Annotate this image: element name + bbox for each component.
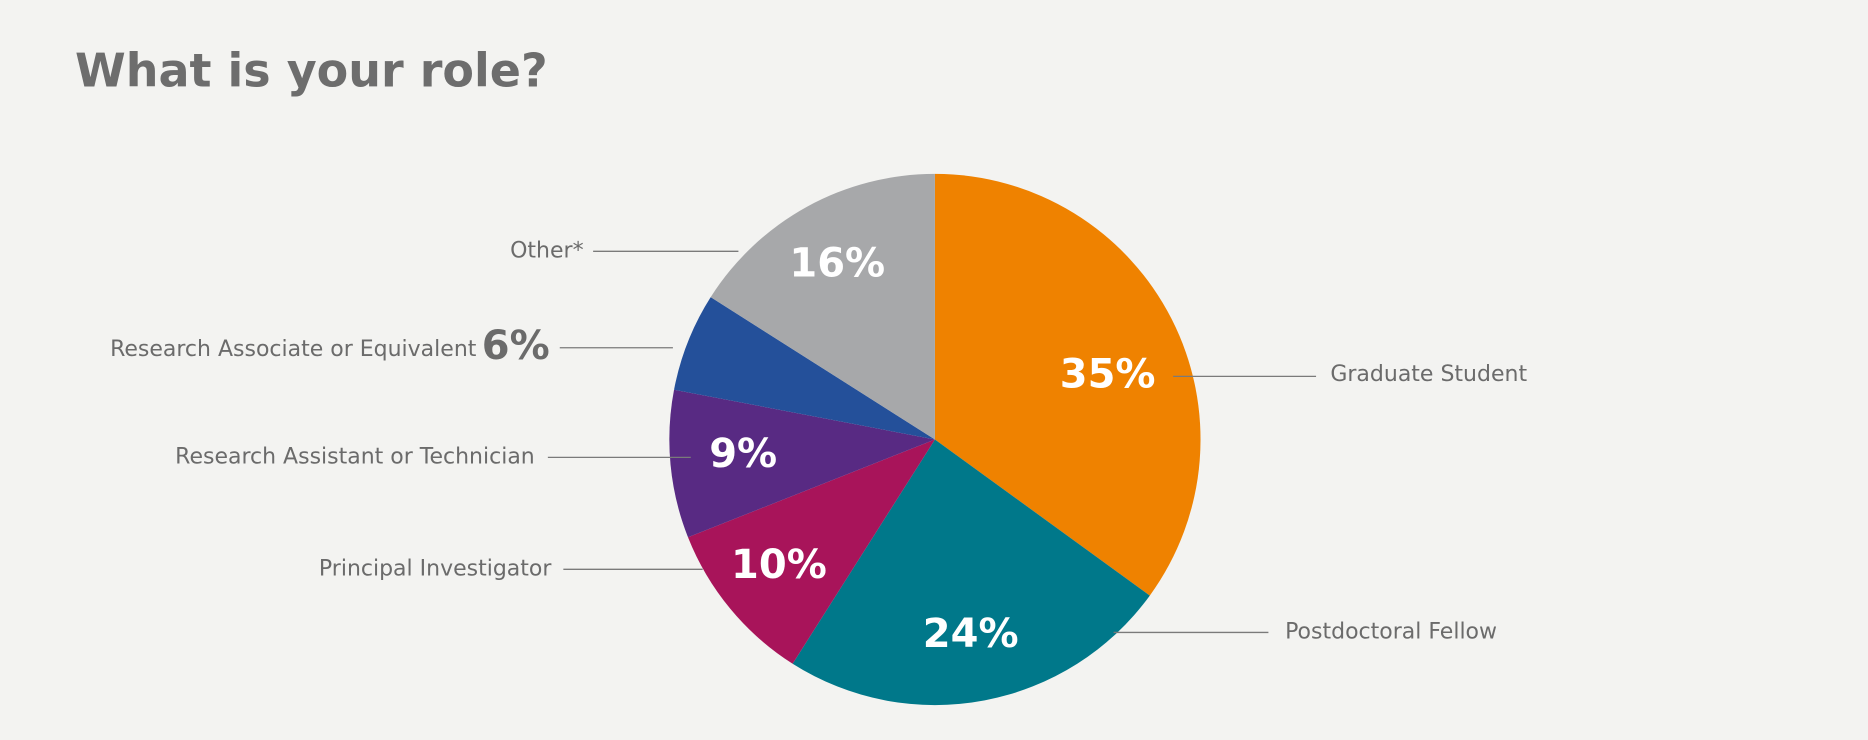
pie-slice bbox=[674, 297, 935, 440]
value-label: 24% bbox=[923, 611, 1019, 657]
value-label: 9% bbox=[709, 431, 777, 477]
value-label: 16% bbox=[789, 241, 885, 287]
pie-slice bbox=[687, 439, 935, 664]
value-label: 6% bbox=[482, 323, 550, 369]
pie-slice bbox=[710, 173, 935, 440]
category-label: Research Associate or Equivalent bbox=[110, 337, 477, 362]
value-label: 10% bbox=[731, 542, 827, 588]
pie-slice bbox=[669, 389, 935, 538]
pie-slice bbox=[934, 173, 1201, 596]
category-label: Other* bbox=[510, 238, 583, 263]
pie-slice bbox=[792, 439, 1150, 706]
category-label: Graduate Student bbox=[1330, 362, 1527, 387]
category-label: Principal Investigator bbox=[319, 556, 552, 581]
value-label: 35% bbox=[1060, 351, 1156, 397]
category-label: Research Assistant or Technician bbox=[175, 444, 535, 469]
category-label: Postdoctoral Fellow bbox=[1285, 619, 1497, 644]
chart-title: What is your role? bbox=[75, 44, 548, 98]
